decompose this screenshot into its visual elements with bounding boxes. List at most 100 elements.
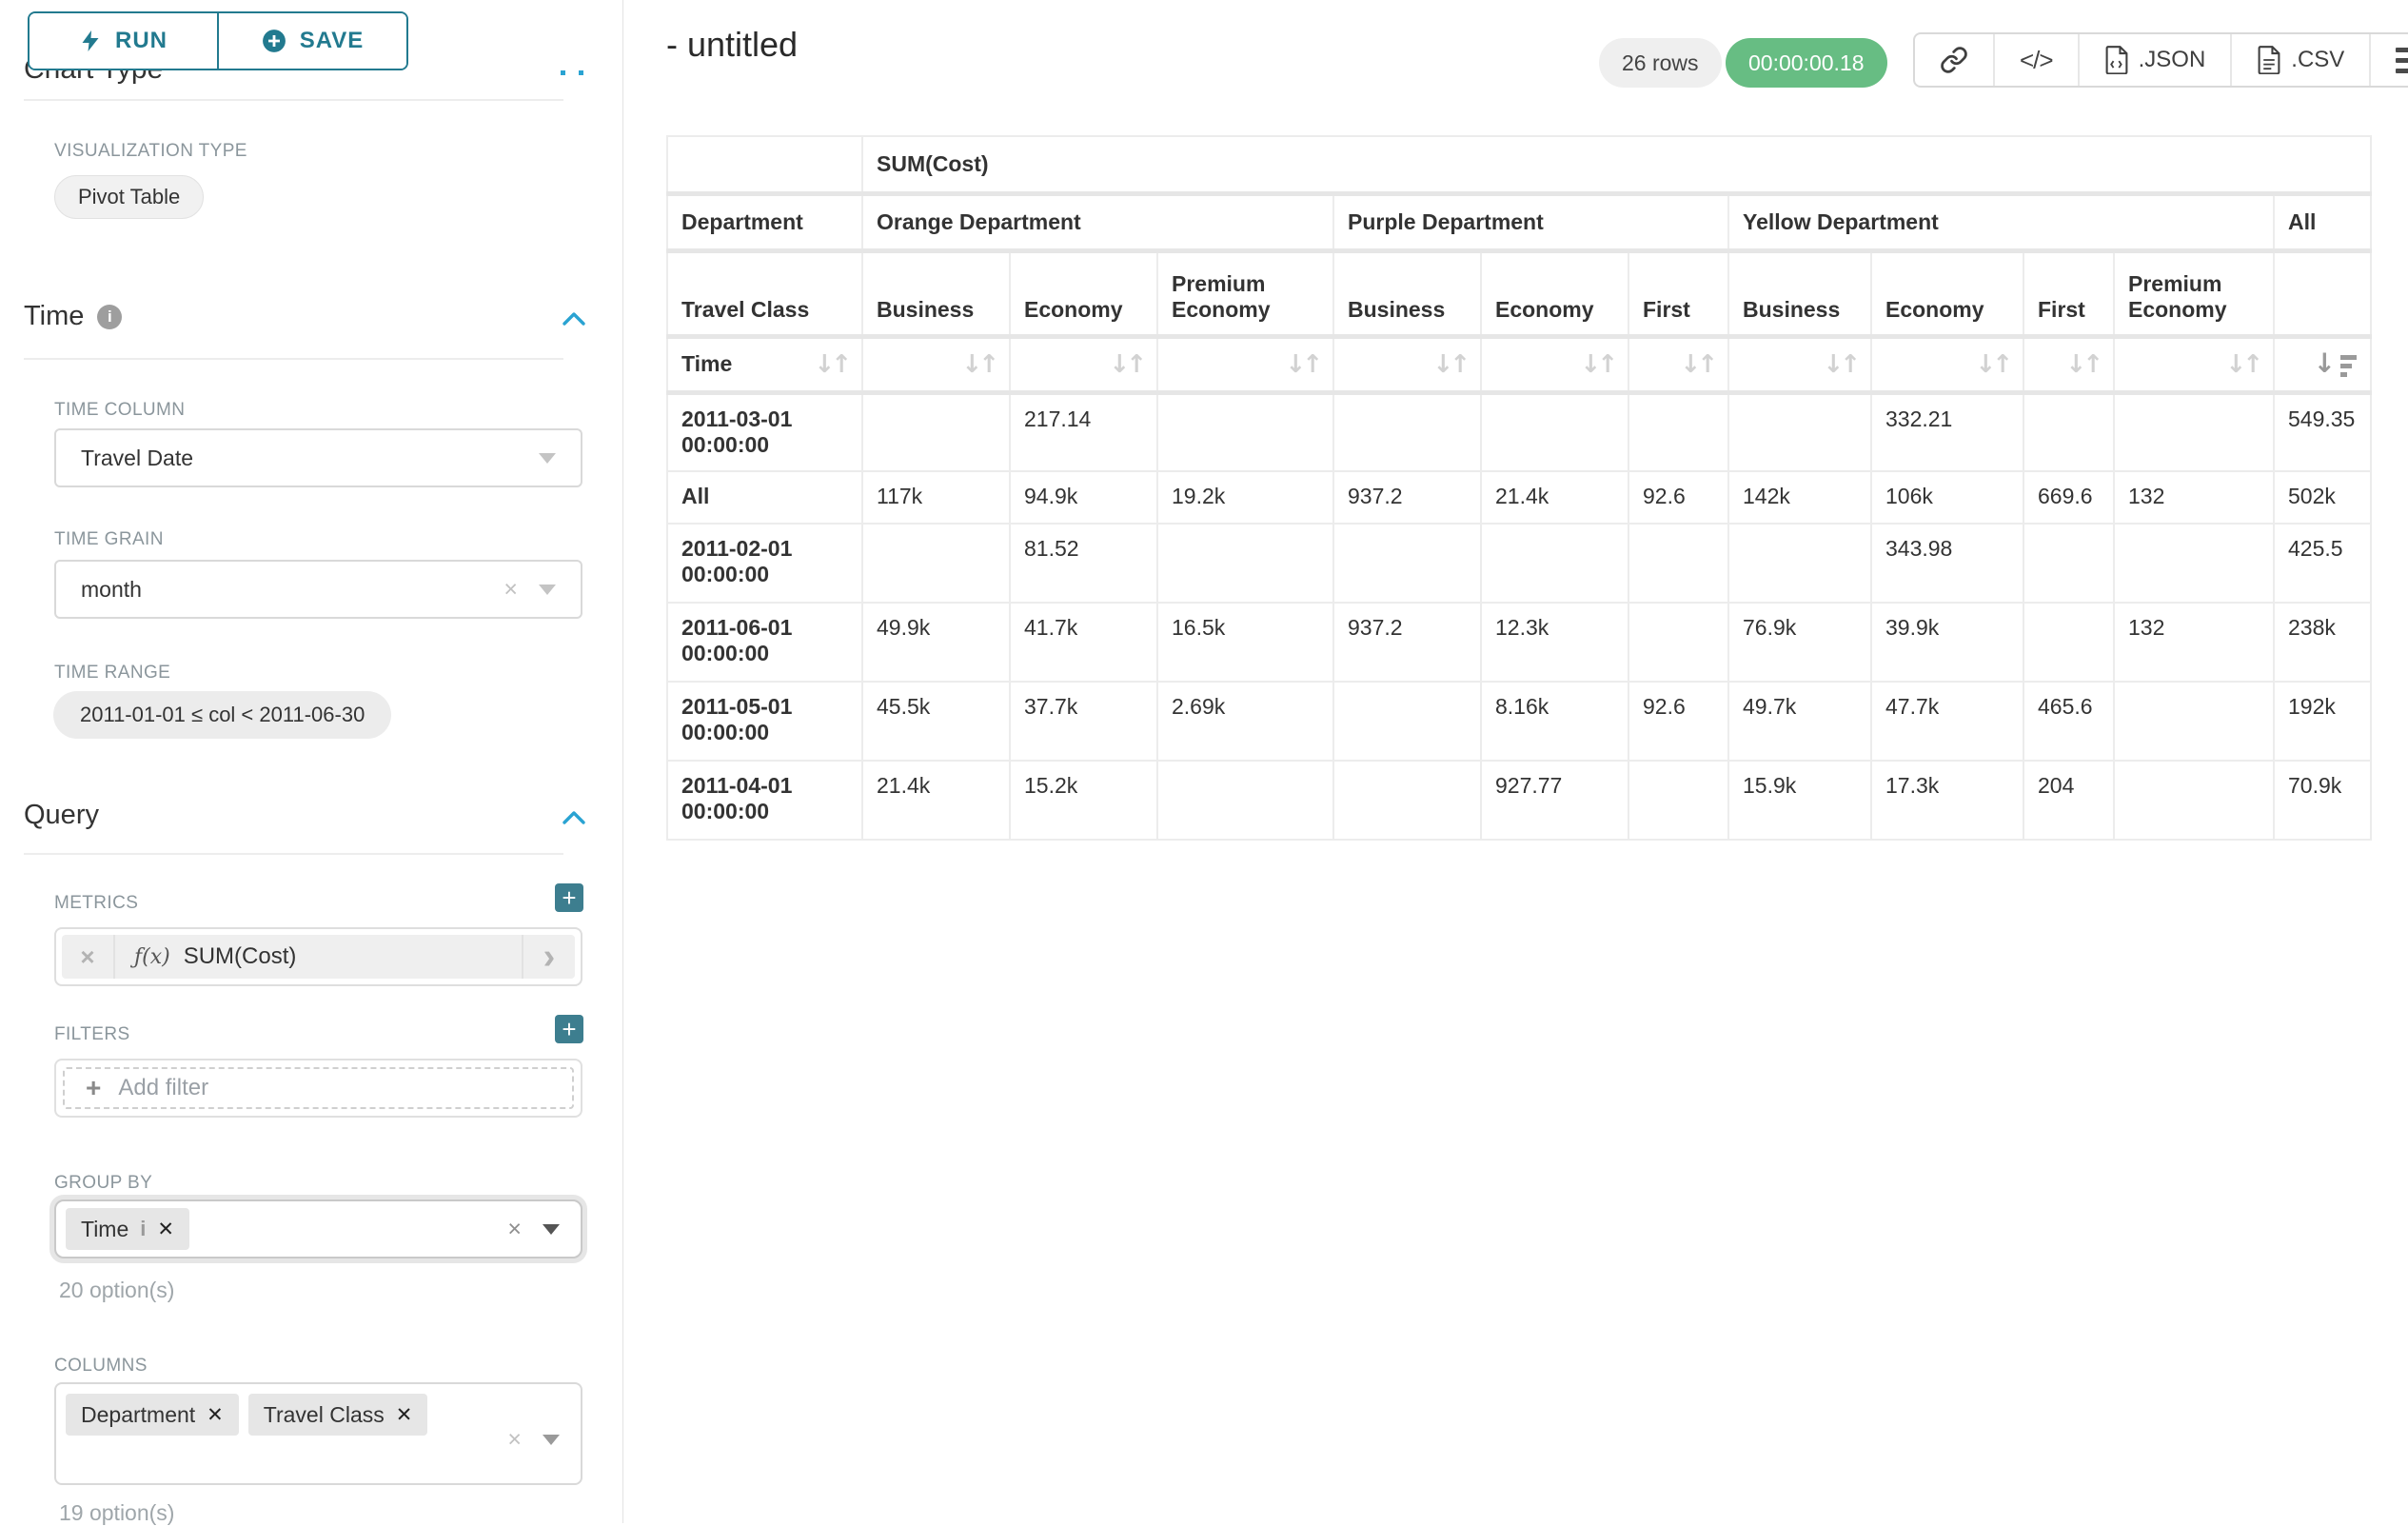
value-cell: 192k — [2272, 681, 2373, 762]
table-row: 2011-02-01 00:00:00 81.52 343.98 425.5 — [666, 523, 2373, 604]
export-json-button[interactable]: .JSON — [2077, 34, 2231, 86]
columns-chip-travel-class[interactable]: Travel Class ✕ — [247, 1394, 428, 1436]
columns-select[interactable]: Department ✕ Travel Class ✕ × — [54, 1382, 582, 1485]
value-cell — [1480, 523, 1629, 604]
view-query-button[interactable]: </> — [1993, 34, 2078, 86]
value-cell: 343.98 — [1870, 523, 2024, 604]
chevron-right-icon[interactable]: › — [522, 935, 575, 979]
chart-title[interactable]: - untitled — [666, 25, 799, 64]
class-header: Business — [861, 249, 1011, 339]
metric-header: SUM(Cost) — [860, 135, 2373, 196]
column-sort-header[interactable]: ↓↑ — [861, 335, 1011, 395]
remove-chip-icon[interactable]: ✕ — [157, 1218, 174, 1240]
value-cell — [1156, 760, 1334, 841]
chevron-up-icon[interactable] — [562, 809, 586, 826]
value-cell: 502k — [2272, 470, 2373, 525]
add-filter-button[interactable]: + Add filter — [63, 1067, 574, 1109]
clear-icon[interactable]: × — [503, 575, 518, 603]
value-cell — [1480, 391, 1629, 472]
class-header: Economy — [1009, 249, 1158, 339]
time-grain-select[interactable]: month × — [54, 560, 582, 619]
class-header: Economy — [1870, 249, 2024, 339]
class-header: Economy — [1480, 249, 1629, 339]
column-sort-header-all[interactable]: ↓ — [2272, 335, 2373, 395]
plus-circle-icon — [262, 29, 286, 53]
time-column-select[interactable]: Travel Date — [54, 428, 582, 487]
run-save-button-group: RUN SAVE — [28, 11, 408, 70]
value-cell — [861, 523, 1011, 604]
columns-chip-department[interactable]: Department ✕ — [66, 1394, 239, 1436]
column-sort-header[interactable]: ↓↑ — [2023, 335, 2115, 395]
table-row: All 117k 94.9k 19.2k 937.2 21.4k 92.6 142k 106k 6… — [666, 470, 2373, 525]
value-cell: 16.5k — [1156, 602, 1334, 683]
value-cell: 37.7k — [1009, 681, 1158, 762]
group-by-chip-time[interactable]: Time i ✕ — [66, 1208, 189, 1250]
column-sort-header[interactable]: ↓↑ — [1009, 335, 1158, 395]
value-cell: 669.6 — [2023, 470, 2115, 525]
value-cell: 70.9k — [2272, 760, 2373, 841]
visualization-type-pill[interactable]: Pivot Table — [54, 175, 205, 219]
pivot-table-container: SUM(Cost) Department Orange Department P… — [666, 135, 2373, 841]
chevron-down-icon — [543, 1223, 560, 1235]
value-cell — [1628, 391, 1729, 472]
value-cell — [2113, 681, 2275, 762]
add-filter-plus-button[interactable]: + — [555, 1015, 583, 1043]
row-count-badge: 26 rows — [1599, 38, 1722, 88]
menu-button[interactable] — [2369, 34, 2408, 86]
value-cell: 425.5 — [2272, 523, 2373, 604]
chevron-down-icon — [539, 452, 556, 464]
value-cell: 204 — [2023, 760, 2115, 841]
time-range-pill[interactable]: 2011-01-01 ≤ col < 2011-06-30 — [53, 691, 392, 739]
filters-label: FILTERS — [54, 1024, 130, 1044]
clear-icon[interactable]: × — [507, 1215, 522, 1242]
value-cell: 132 — [2113, 602, 2275, 683]
copy-link-button[interactable] — [1915, 34, 1993, 86]
column-sort-header[interactable]: ↓↑ — [1156, 335, 1334, 395]
export-csv-button[interactable]: .CSV — [2230, 34, 2369, 86]
metrics-label: METRICS — [54, 893, 139, 913]
metric-chip[interactable]: × ƒ(x) SUM(Cost) › — [62, 935, 575, 979]
clear-icon[interactable]: × — [507, 1426, 522, 1453]
value-cell: 45.5k — [861, 681, 1011, 762]
csv-file-icon — [2257, 46, 2281, 74]
value-cell: 21.4k — [1480, 470, 1629, 525]
column-sort-header[interactable]: ↓↑ — [1628, 335, 1729, 395]
metrics-container: × ƒ(x) SUM(Cost) › — [54, 927, 582, 986]
column-sort-header[interactable]: ↓↑ — [1870, 335, 2024, 395]
remove-metric-icon[interactable]: × — [62, 935, 115, 979]
value-cell: 12.3k — [1480, 602, 1629, 683]
query-section-header: Query — [24, 800, 99, 830]
value-cell — [1727, 523, 1872, 604]
column-sort-header[interactable]: ↓↑ — [1332, 335, 1482, 395]
value-cell: 2.69k — [1156, 681, 1334, 762]
column-sort-header[interactable]: ↓↑ — [1727, 335, 1872, 395]
table-row: 2011-05-01 00:00:00 45.5k 37.7k 2.69k 8.16k 9… — [666, 681, 2373, 762]
chevron-up-icon — [561, 70, 565, 75]
remove-chip-icon[interactable]: ✕ — [207, 1403, 224, 1426]
time-sort-header[interactable]: Time ↓↑ — [666, 335, 863, 395]
sort-icon: ↓↑ — [1680, 349, 1718, 379]
remove-chip-icon[interactable]: ✕ — [395, 1403, 413, 1426]
function-icon: ƒ(x) — [134, 944, 170, 969]
value-cell: 117k — [861, 470, 1011, 525]
chevron-up-icon[interactable] — [562, 310, 586, 327]
code-icon: </> — [2020, 45, 2054, 74]
value-cell — [1332, 523, 1482, 604]
class-header-all-empty — [2272, 249, 2373, 339]
value-cell: 21.4k — [861, 760, 1011, 841]
add-metric-button[interactable]: + — [555, 883, 583, 912]
plus-icon: + — [86, 1073, 102, 1102]
value-cell — [1628, 523, 1729, 604]
run-button[interactable]: RUN — [30, 13, 219, 69]
sort-header-row: Time ↓↑ ↓↑ ↓↑ ↓↑ ↓↑ ↓↑ ↓↑ ↓↑ ↓↑ ↓↑ ↓↑ — [666, 335, 2373, 395]
column-sort-header[interactable]: ↓↑ — [2113, 335, 2275, 395]
value-cell: 549.35 — [2272, 391, 2373, 472]
value-cell: 81.52 — [1009, 523, 1158, 604]
value-cell: 41.7k — [1009, 602, 1158, 683]
save-button[interactable]: SAVE — [219, 13, 406, 69]
column-sort-header[interactable]: ↓↑ — [1480, 335, 1629, 395]
chart-area: - untitled 26 rows 00:00:00.18 </> .JSON… — [623, 0, 2408, 1523]
time-column-label: TIME COLUMN — [54, 400, 186, 420]
value-cell: 19.2k — [1156, 470, 1334, 525]
group-by-select[interactable]: Time i ✕ × — [54, 1199, 582, 1258]
